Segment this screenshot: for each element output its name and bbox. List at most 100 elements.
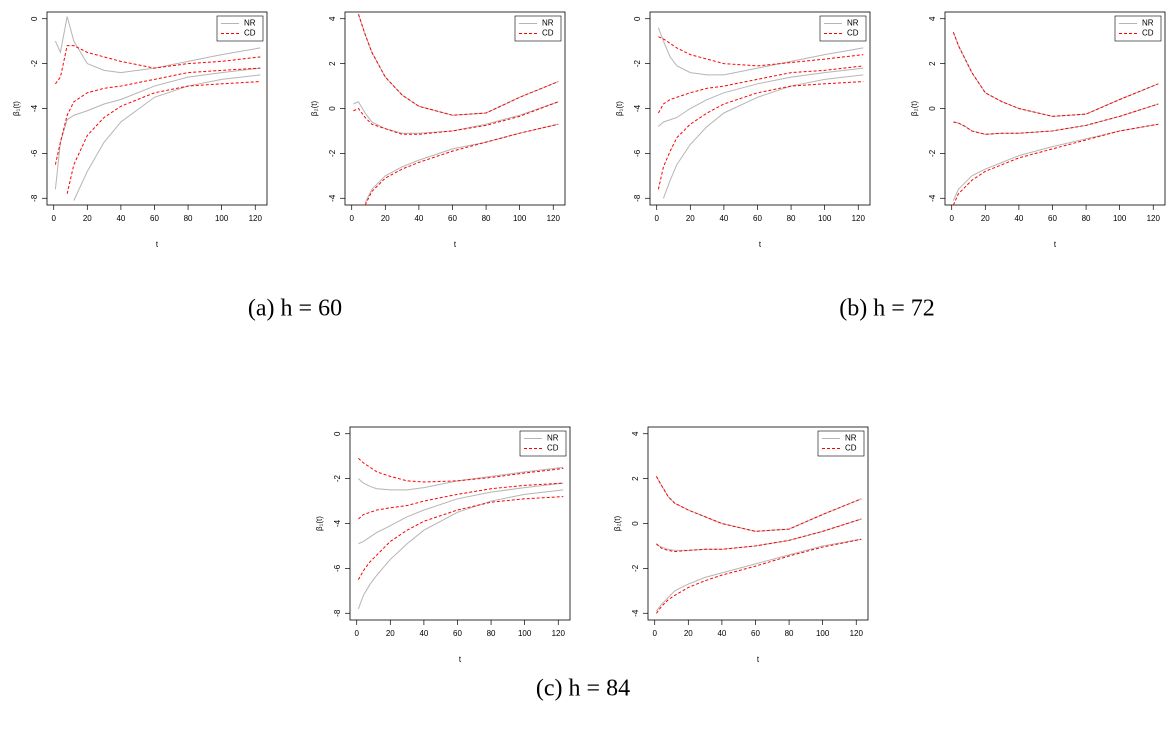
x-tick-label: 0 [349, 214, 354, 223]
x-tick-label: 80 [785, 629, 794, 638]
x-tick-label: 0 [354, 629, 359, 638]
series-line [357, 496, 564, 580]
series-line [953, 103, 1159, 135]
series-line [353, 101, 559, 135]
x-tick-label: 0 [652, 629, 657, 638]
series-line [364, 123, 559, 203]
x-tick-label: 100 [518, 629, 532, 638]
y-tick-label: -4 [333, 519, 342, 527]
x-tick-label: 100 [816, 629, 830, 638]
x-tick-label: 20 [684, 629, 693, 638]
x-tick-label: 20 [386, 629, 395, 638]
x-tick-label: 40 [1014, 214, 1023, 223]
series-line [657, 27, 864, 76]
y-tick-label: 2 [328, 61, 337, 66]
series-line [358, 458, 564, 483]
legend-label: NR [847, 19, 859, 28]
series-line [54, 67, 261, 165]
legend-box [519, 430, 567, 457]
x-tick-label: 80 [1082, 214, 1091, 223]
legend-label: CD [847, 29, 859, 38]
y-tick-label: -4 [328, 194, 337, 202]
x-tick-label: 60 [753, 214, 762, 223]
series-line [357, 14, 559, 116]
series-line [358, 466, 564, 491]
caption: (c) h = 84 [536, 676, 630, 702]
legend-label: NR [542, 19, 554, 28]
x-tick-label: 20 [686, 214, 695, 223]
x-tick-label: 100 [1113, 214, 1127, 223]
x-tick-label: 60 [150, 214, 159, 223]
y-tick-label: -4 [30, 104, 39, 112]
x-tick-label: 20 [981, 214, 990, 223]
x-tick-label: 0 [654, 214, 659, 223]
y-tick-label: 0 [30, 16, 39, 21]
x-tick-label: 100 [215, 214, 229, 223]
y-tick-label: 4 [928, 16, 937, 21]
series-line [656, 518, 862, 551]
y-tick-label: 0 [633, 16, 642, 21]
caption: (b) h = 72 [839, 296, 935, 322]
x-tick-label: 40 [719, 214, 728, 223]
x-axis-label: t [759, 240, 762, 249]
series-line [364, 123, 559, 206]
x-tick-label: 120 [249, 214, 263, 223]
series-line [353, 101, 559, 134]
x-tick-label: 0 [949, 214, 954, 223]
legend-label: NR [1142, 19, 1154, 28]
y-tick-label: -2 [333, 475, 342, 483]
x-tick-label: 60 [751, 629, 760, 638]
y-tick-label: 0 [328, 106, 337, 111]
y-tick-label: -2 [30, 60, 39, 68]
x-tick-label: 40 [414, 214, 423, 223]
series-line [73, 74, 261, 201]
legend-label: NR [547, 434, 559, 443]
x-tick-label: 40 [717, 629, 726, 638]
y-tick-label: -2 [928, 149, 937, 157]
series-line [54, 16, 261, 74]
y-tick-label: -6 [633, 149, 642, 157]
legend-label: CD [244, 29, 256, 38]
x-tick-label: 0 [51, 214, 56, 223]
legend-label: NR [244, 19, 256, 28]
y-tick-label: -8 [633, 194, 642, 202]
y-axis-label: β₁(t) [615, 101, 624, 116]
legend-label: CD [542, 29, 554, 38]
legend-box [514, 15, 562, 42]
y-tick-label: -8 [30, 194, 39, 202]
x-tick-label: 120 [552, 629, 566, 638]
x-tick-label: 60 [448, 214, 457, 223]
series-line [66, 81, 261, 194]
caption: (a) h = 60 [248, 296, 342, 322]
x-tick-label: 120 [1147, 214, 1161, 223]
y-tick-label: 2 [631, 476, 640, 481]
legend-label: NR [845, 434, 857, 443]
y-tick-label: -6 [333, 564, 342, 572]
x-axis-label: t [459, 655, 462, 664]
series-line [657, 65, 864, 114]
legend-label: CD [845, 444, 857, 453]
series-line [658, 36, 864, 67]
series-line [952, 123, 1159, 206]
series-line [357, 489, 564, 609]
y-tick-label: -2 [633, 60, 642, 68]
x-axis-label: t [757, 655, 760, 664]
x-tick-label: 80 [184, 214, 193, 223]
x-tick-label: 100 [818, 214, 832, 223]
x-tick-label: 80 [787, 214, 796, 223]
x-tick-label: 120 [547, 214, 561, 223]
x-tick-label: 20 [83, 214, 92, 223]
x-tick-label: 60 [1048, 214, 1057, 223]
x-tick-label: 60 [453, 629, 462, 638]
y-tick-label: 2 [928, 61, 937, 66]
y-tick-label: -2 [328, 149, 337, 157]
y-tick-label: -6 [30, 149, 39, 157]
series-line [952, 123, 1159, 201]
series-line [655, 538, 862, 612]
x-axis-label: t [454, 240, 457, 249]
series-line [657, 81, 864, 190]
y-tick-label: -2 [631, 564, 640, 572]
